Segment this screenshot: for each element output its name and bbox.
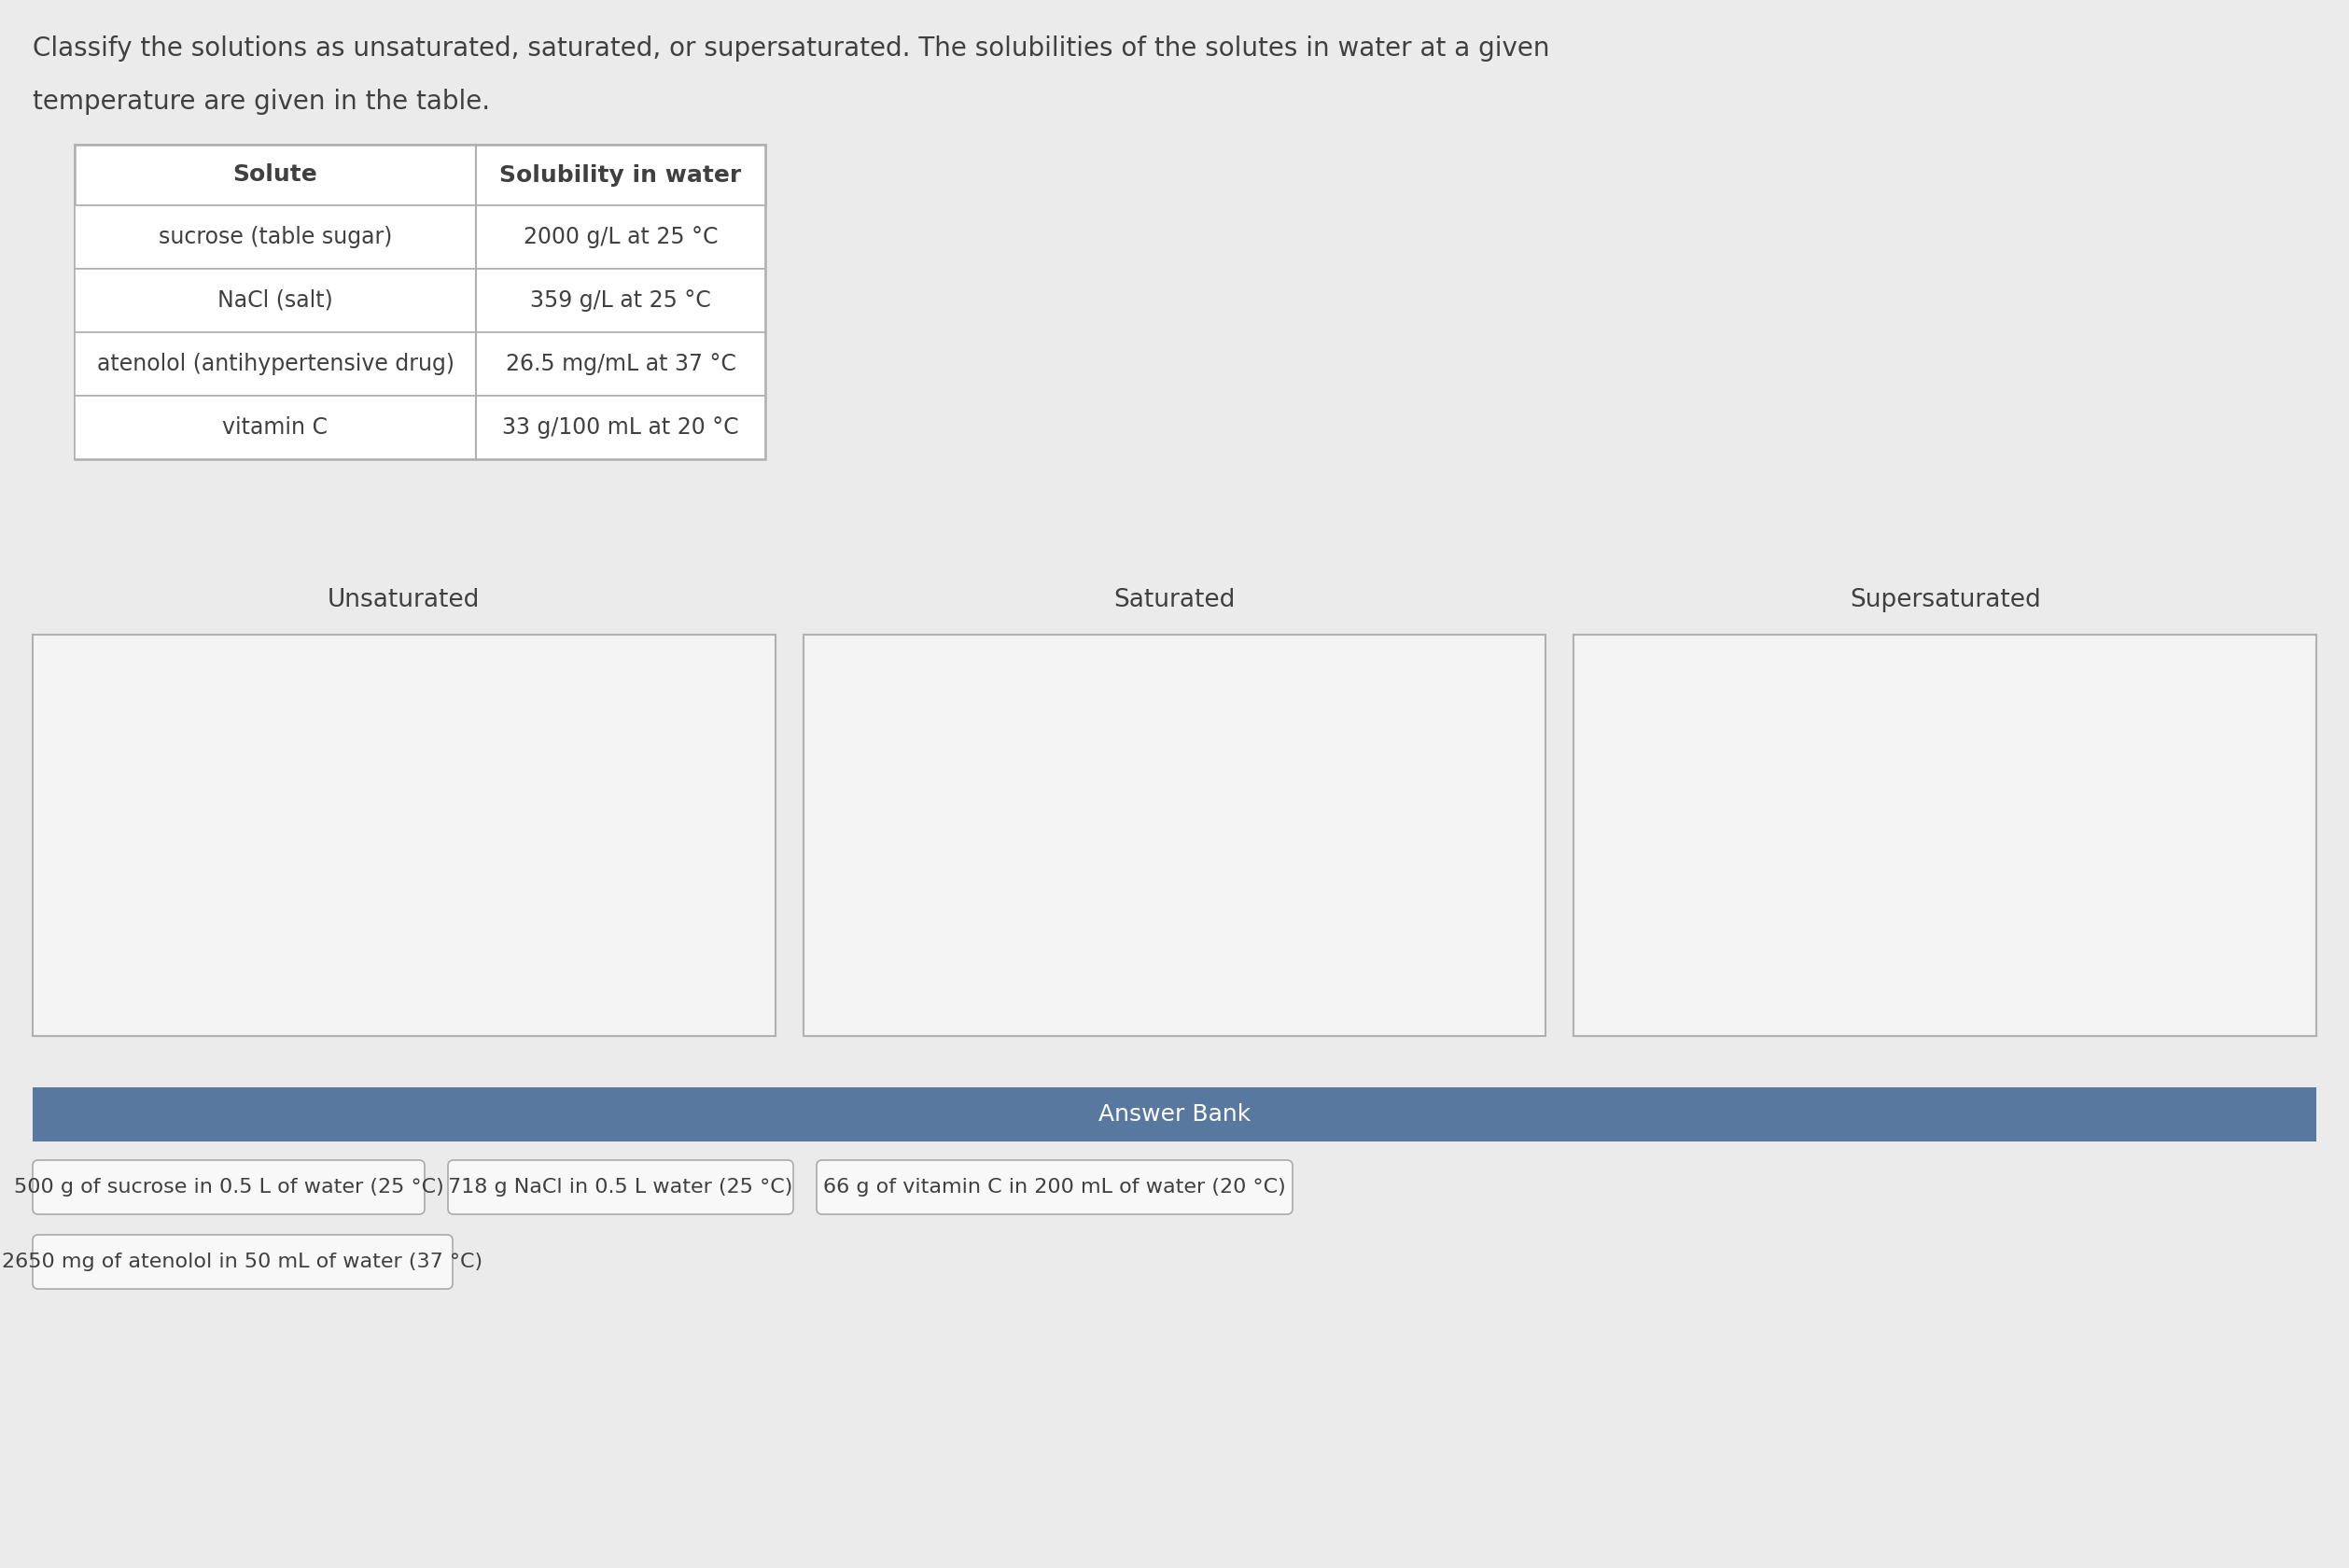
FancyBboxPatch shape [75, 332, 766, 395]
Text: Saturated: Saturated [1113, 588, 1236, 612]
FancyBboxPatch shape [803, 635, 1546, 1036]
FancyBboxPatch shape [817, 1160, 1292, 1214]
Text: 500 g of sucrose in 0.5 L of water (25 °C): 500 g of sucrose in 0.5 L of water (25 °… [14, 1178, 444, 1196]
Text: Classify the solutions as unsaturated, saturated, or supersaturated. The solubil: Classify the solutions as unsaturated, s… [33, 36, 1550, 61]
FancyBboxPatch shape [75, 144, 766, 459]
Text: Supersaturated: Supersaturated [1849, 588, 2041, 612]
Text: Solute: Solute [233, 163, 317, 187]
Text: 2650 mg of atenolol in 50 mL of water (37 °C): 2650 mg of atenolol in 50 mL of water (3… [2, 1253, 484, 1272]
Text: Solubility in water: Solubility in water [500, 163, 742, 187]
FancyBboxPatch shape [75, 144, 766, 205]
Text: 33 g/100 mL at 20 °C: 33 g/100 mL at 20 °C [503, 416, 740, 439]
Text: Unsaturated: Unsaturated [329, 588, 479, 612]
FancyBboxPatch shape [33, 1160, 425, 1214]
Text: atenolol (antihypertensive drug): atenolol (antihypertensive drug) [96, 353, 453, 375]
Text: sucrose (table sugar): sucrose (table sugar) [157, 226, 392, 248]
FancyBboxPatch shape [33, 635, 775, 1036]
Text: vitamin C: vitamin C [223, 416, 329, 439]
Text: 2000 g/L at 25 °C: 2000 g/L at 25 °C [524, 226, 719, 248]
Text: 718 g NaCl in 0.5 L water (25 °C): 718 g NaCl in 0.5 L water (25 °C) [449, 1178, 794, 1196]
FancyBboxPatch shape [75, 268, 766, 332]
FancyBboxPatch shape [75, 205, 766, 268]
FancyBboxPatch shape [75, 395, 766, 459]
Text: temperature are given in the table.: temperature are given in the table. [33, 89, 491, 114]
Text: 359 g/L at 25 °C: 359 g/L at 25 °C [531, 290, 712, 312]
Text: 26.5 mg/mL at 37 °C: 26.5 mg/mL at 37 °C [505, 353, 735, 375]
FancyBboxPatch shape [449, 1160, 794, 1214]
FancyBboxPatch shape [33, 1236, 453, 1289]
FancyBboxPatch shape [1574, 635, 2316, 1036]
Text: Answer Bank: Answer Bank [1099, 1104, 1250, 1126]
Text: NaCl (salt): NaCl (salt) [218, 290, 334, 312]
FancyBboxPatch shape [33, 1087, 2316, 1142]
Text: 66 g of vitamin C in 200 mL of water (20 °C): 66 g of vitamin C in 200 mL of water (20… [822, 1178, 1285, 1196]
